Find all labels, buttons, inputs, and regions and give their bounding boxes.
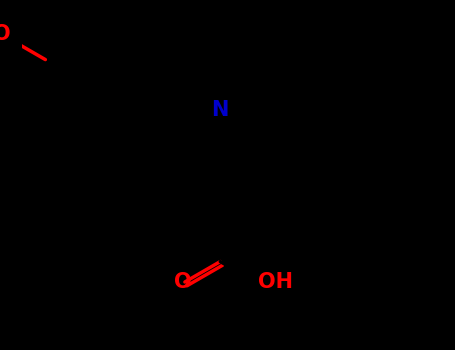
- Text: O: O: [0, 25, 10, 44]
- Text: N: N: [212, 100, 229, 120]
- Text: OH: OH: [258, 272, 293, 292]
- Text: O: O: [174, 272, 191, 292]
